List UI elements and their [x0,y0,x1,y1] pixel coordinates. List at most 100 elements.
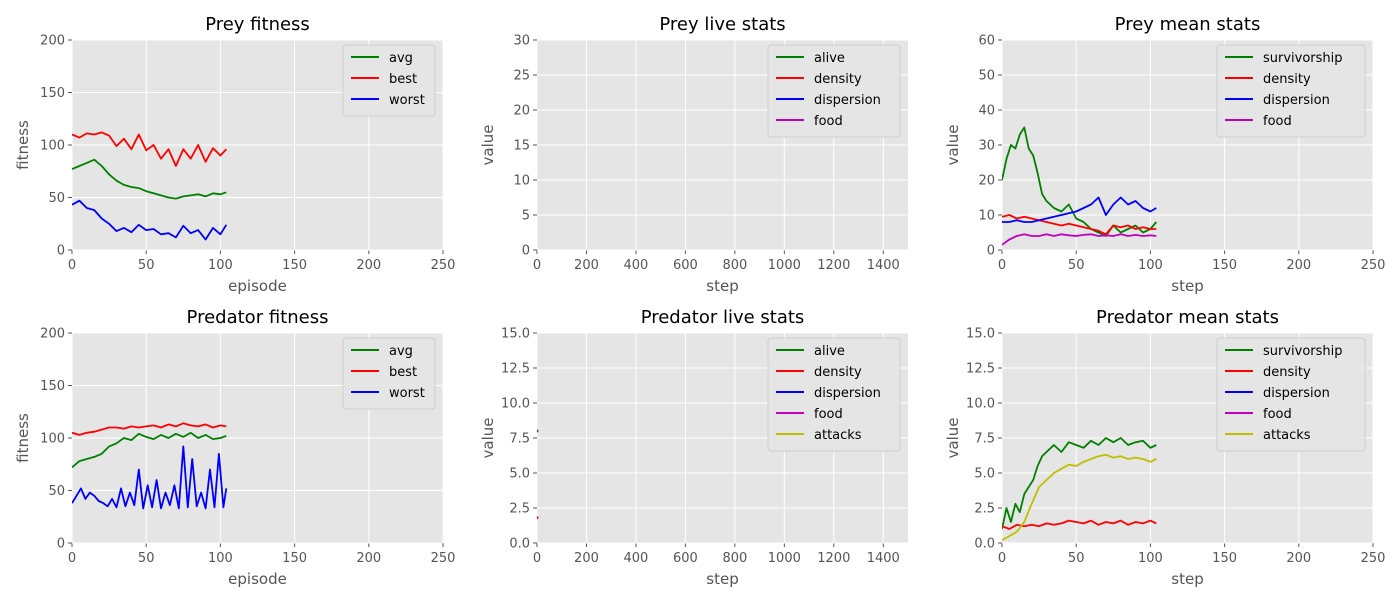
x-tick-label: 0 [68,551,76,566]
chart-predator-live-stats: 0 200 400 600 800 1000 1200 1400 0.0 2.5 5.0 7.5 10.… [479,307,908,588]
x-tick-label: 800 [722,258,747,273]
series-density-line [1002,519,1157,530]
y-tick-label: 15 [513,139,530,154]
legend: alive density dispersion food attacks [767,337,901,452]
x-tick-label: 50 [1068,551,1085,566]
y-tick-label: 30 [978,139,995,154]
series-avg-line [72,158,227,200]
chart-prey-live-stats: 0 200 400 600 800 1000 1200 1400 0 5 10 15 20 25 30 Pre… [479,14,908,295]
legend-label: worst [389,386,425,401]
y-axis-label: value [944,125,962,166]
y-tick-label: 2.5 [509,502,530,517]
series-group [1002,437,1157,541]
series-survivorship-line [1002,126,1157,237]
series-worst-line [72,199,228,241]
legend-label: worst [389,93,425,108]
chart-title: Prey fitness [205,14,310,35]
y-axis-label: value [944,418,962,459]
y-axis-label: value [479,418,497,459]
legend-label: avg [389,344,413,359]
legend-label: density [814,365,862,380]
x-tick-label: 0 [68,258,76,273]
legend-label: alive [814,51,845,66]
series-group [1002,126,1157,246]
y-tick-label: 200 [40,34,65,49]
x-tick-label: 200 [1286,258,1311,273]
chart-title: Predator live stats [641,307,805,328]
x-tick-label: 50 [1068,258,1085,273]
chart-prey-fitness: 0 50 100 150 200 250 0 50 100 150 200 Prey fitness e… [14,14,455,295]
legend-label: food [1263,114,1292,129]
x-tick-label: 100 [208,258,233,273]
legend-label: dispersion [1263,386,1330,401]
series-dispersion-line [1002,196,1157,223]
series-attacks-line [1002,453,1157,541]
series-density-line [1002,214,1157,236]
y-tick-label: 10.0 [966,397,995,412]
y-tick-label: 100 [40,139,65,154]
chart-prey-mean-stats: 0 50 100 150 200 250 0 10 20 30 40 50 60 Prey mean st… [944,14,1385,295]
legend: avg best worst [342,337,436,410]
y-tick-label: 200 [40,327,65,342]
x-tick-label: 250 [431,551,456,566]
x-tick-label: 0 [998,551,1006,566]
y-tick-label: 30 [513,34,530,49]
y-axis-label: fitness [14,120,32,170]
legend-label: dispersion [814,386,881,401]
y-tick-label: 7.5 [974,432,995,447]
x-tick-label: 100 [1138,551,1163,566]
x-tick-label: 1000 [768,551,801,566]
legend-label: avg [389,51,413,66]
x-tick-label: 1200 [817,258,850,273]
chart-title: Predator mean stats [1096,307,1279,328]
chart-predator-fitness: 0 50 100 150 200 250 0 50 100 150 200 Predator fitn… [14,307,455,588]
legend-label: density [1263,365,1311,380]
x-tick-label: 50 [138,551,155,566]
x-tick-label: 200 [574,258,599,273]
y-tick-label: 50 [48,191,65,206]
y-tick-label: 100 [40,432,65,447]
x-axis-label: episode [228,277,287,295]
x-tick-label: 0 [533,551,541,566]
x-tick-label: 200 [574,551,599,566]
legend-label: attacks [814,428,862,443]
y-tick-label: 0 [522,244,530,259]
x-tick-label: 250 [431,258,456,273]
legend-label: attacks [1263,428,1311,443]
legend-label: density [1263,72,1311,87]
chart-title: Prey live stats [659,14,785,35]
legend-label: dispersion [1263,93,1330,108]
legend-label: best [389,365,417,380]
legend: avg best worst [342,44,436,117]
y-tick-label: 0 [987,244,995,259]
x-tick-label: 200 [356,551,381,566]
x-tick-label: 100 [208,551,233,566]
x-tick-label: 150 [282,551,307,566]
legend: survivorship density dispersion food attacks [1216,337,1366,452]
series-density-point [537,516,539,520]
legend-label: dispersion [814,93,881,108]
series-best-line [72,131,227,167]
x-tick-label: 1400 [867,551,900,566]
x-tick-label: 200 [1286,551,1311,566]
y-tick-label: 0 [57,537,65,552]
legend-box [1216,44,1366,138]
x-axis-label: step [1171,570,1203,588]
y-tick-label: 50 [48,484,65,499]
series-best-line [72,422,227,436]
y-axis-label: fitness [14,413,32,463]
chart-title: Predator fitness [187,307,329,328]
x-tick-label: 0 [998,258,1006,273]
series-avg-line [72,431,227,469]
x-tick-label: 50 [138,258,155,273]
x-tick-label: 600 [673,258,698,273]
x-tick-label: 250 [1361,551,1386,566]
y-tick-label: 5 [522,209,530,224]
x-tick-label: 600 [673,551,698,566]
y-tick-label: 5.0 [974,467,995,482]
legend-box [1216,337,1366,452]
chart-predator-mean-stats: 0 50 100 150 200 250 0.0 2.5 5.0 7.5 10.0 12.5 15.0 P… [944,307,1385,588]
x-tick-label: 150 [1212,258,1237,273]
legend-label: food [814,407,843,422]
y-tick-label: 7.5 [509,432,530,447]
